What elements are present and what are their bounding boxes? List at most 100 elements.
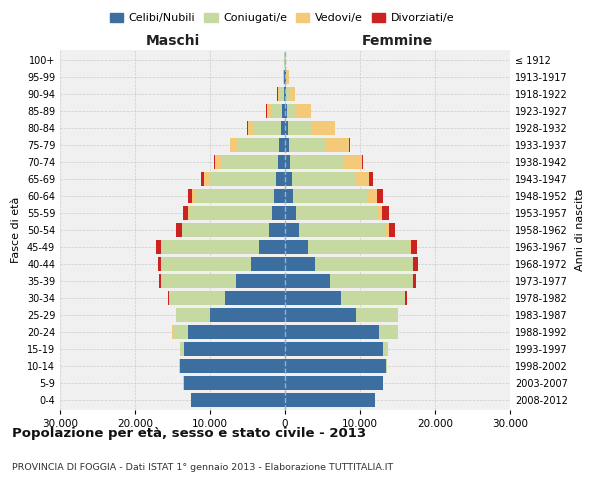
Bar: [192, 189, 195, 204]
Bar: [271, 104, 283, 118]
Bar: [161, 256, 251, 271]
Bar: [285, 392, 375, 407]
Bar: [221, 155, 277, 170]
Bar: [283, 70, 284, 84]
Bar: [236, 274, 285, 288]
Bar: [285, 121, 288, 136]
Bar: [289, 87, 295, 102]
Bar: [285, 376, 383, 390]
Bar: [290, 155, 343, 170]
Bar: [209, 172, 276, 186]
Bar: [330, 274, 413, 288]
Bar: [413, 274, 416, 288]
Bar: [285, 223, 299, 237]
Bar: [299, 223, 386, 237]
Bar: [281, 121, 285, 136]
Bar: [272, 206, 285, 220]
Bar: [286, 87, 289, 102]
Bar: [286, 70, 289, 84]
Bar: [289, 138, 326, 152]
Bar: [191, 392, 285, 407]
Bar: [343, 155, 361, 170]
Text: Maschi: Maschi: [145, 34, 200, 48]
Bar: [277, 87, 280, 102]
Bar: [389, 223, 395, 237]
Bar: [254, 121, 281, 136]
Bar: [285, 172, 292, 186]
Bar: [229, 138, 230, 152]
Bar: [409, 240, 410, 254]
Bar: [283, 104, 285, 118]
Bar: [184, 376, 285, 390]
Y-axis label: Fasce di età: Fasce di età: [11, 197, 21, 263]
Bar: [285, 256, 315, 271]
Bar: [292, 172, 355, 186]
Bar: [266, 104, 271, 118]
Bar: [161, 274, 236, 288]
Bar: [277, 155, 285, 170]
Bar: [230, 138, 238, 152]
Bar: [410, 240, 416, 254]
Bar: [285, 308, 356, 322]
Bar: [285, 240, 308, 254]
Bar: [285, 358, 386, 373]
Bar: [288, 121, 312, 136]
Bar: [159, 274, 161, 288]
Bar: [190, 206, 272, 220]
Bar: [386, 223, 389, 237]
Bar: [280, 87, 284, 102]
Bar: [204, 172, 209, 186]
Bar: [188, 206, 190, 220]
Bar: [405, 290, 407, 305]
Bar: [251, 256, 285, 271]
Bar: [382, 206, 389, 220]
Bar: [285, 189, 293, 204]
Bar: [341, 290, 405, 305]
Bar: [180, 358, 285, 373]
Bar: [259, 240, 285, 254]
Bar: [377, 206, 382, 220]
Bar: [276, 172, 285, 186]
Bar: [312, 121, 335, 136]
Bar: [173, 324, 187, 339]
Bar: [248, 121, 254, 136]
Bar: [161, 240, 259, 254]
Bar: [285, 87, 286, 102]
Bar: [296, 206, 377, 220]
Bar: [361, 155, 364, 170]
Bar: [285, 138, 289, 152]
Bar: [386, 358, 388, 373]
Bar: [285, 290, 341, 305]
Bar: [238, 138, 279, 152]
Text: Femmine: Femmine: [362, 34, 433, 48]
Legend: Celibi/Nubili, Coniugati/e, Vedovi/e, Divorziati/e: Celibi/Nubili, Coniugati/e, Vedovi/e, Di…: [106, 8, 458, 28]
Bar: [285, 104, 287, 118]
Bar: [180, 342, 184, 356]
Text: PROVINCIA DI FOGGIA - Dati ISTAT 1° gennaio 2013 - Elaborazione TUTTITALIA.IT: PROVINCIA DI FOGGIA - Dati ISTAT 1° genn…: [12, 462, 393, 471]
Bar: [284, 70, 285, 84]
Bar: [225, 290, 285, 305]
Bar: [195, 189, 274, 204]
Bar: [157, 240, 161, 254]
Bar: [167, 290, 169, 305]
Bar: [285, 274, 330, 288]
Bar: [284, 87, 285, 102]
Text: Popolazione per età, sesso e stato civile - 2013: Popolazione per età, sesso e stato civil…: [12, 428, 366, 440]
Bar: [296, 104, 311, 118]
Bar: [308, 240, 409, 254]
Bar: [183, 206, 188, 220]
Bar: [269, 223, 285, 237]
Bar: [201, 172, 204, 186]
Bar: [293, 189, 368, 204]
Bar: [176, 223, 182, 237]
Bar: [215, 155, 221, 170]
Bar: [285, 155, 290, 170]
Bar: [279, 138, 285, 152]
Bar: [285, 70, 286, 84]
Bar: [383, 342, 388, 356]
Bar: [285, 324, 379, 339]
Y-axis label: Anni di nascita: Anni di nascita: [575, 188, 584, 271]
Bar: [176, 308, 210, 322]
Bar: [369, 172, 373, 186]
Bar: [285, 206, 296, 220]
